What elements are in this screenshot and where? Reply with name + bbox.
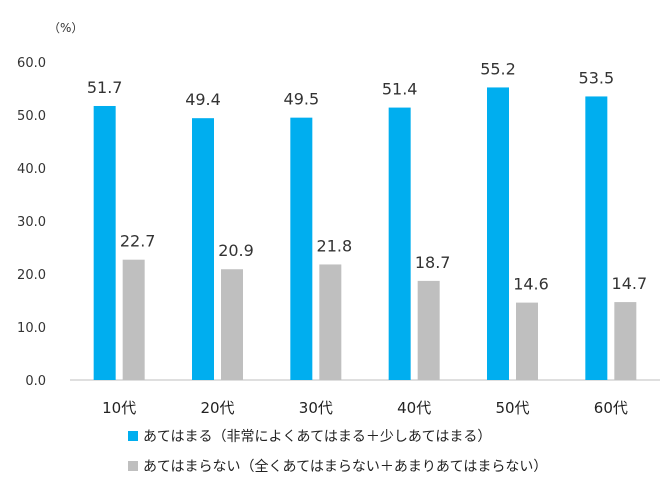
x-tick-label: 60代 bbox=[594, 399, 628, 417]
y-tick-label: 0.0 bbox=[25, 374, 46, 389]
bar-agree bbox=[93, 105, 116, 381]
data-label-disagree: 14.7 bbox=[612, 274, 648, 293]
bar-group: 51.7 22.7 49.4 20.9 49.5 21.8 51.4 18.7 55.2 14.6… bbox=[87, 59, 648, 381]
y-tick-label: 40.0 bbox=[17, 162, 46, 177]
data-label-disagree: 20.9 bbox=[218, 241, 254, 260]
data-label-agree: 49.5 bbox=[284, 90, 320, 109]
data-label-agree: 53.5 bbox=[579, 68, 615, 87]
bar-agree bbox=[487, 87, 509, 380]
x-axis: 10代 20代 30代 40代 50代 60代 bbox=[102, 399, 628, 417]
legend-item-disagree: あてはまらない（全くあてはまらない＋あまりあてはまらない） bbox=[128, 456, 547, 476]
legend-label-agree: あてはまる（非常によくあてはまる＋少しあてはまる） bbox=[143, 429, 492, 445]
bar-disagree bbox=[516, 302, 538, 380]
x-tick-label: 20代 bbox=[200, 399, 234, 417]
bar-agree bbox=[192, 118, 214, 381]
data-label-agree: 51.7 bbox=[87, 78, 123, 97]
x-tick-label: 10代 bbox=[102, 399, 136, 417]
data-label-agree: 51.4 bbox=[382, 80, 418, 99]
y-tick-label: 20.0 bbox=[17, 268, 46, 283]
bar-disagree bbox=[319, 264, 342, 380]
y-axis: 0.0 10.0 20.0 30.0 40.0 50.0 60.0 bbox=[17, 56, 46, 389]
data-label-disagree: 21.8 bbox=[317, 236, 353, 255]
bar-agree bbox=[290, 117, 313, 381]
bar-disagree bbox=[221, 269, 243, 380]
data-label-disagree: 18.7 bbox=[415, 253, 451, 272]
data-label-disagree: 22.7 bbox=[120, 232, 156, 251]
x-tick-label: 30代 bbox=[299, 399, 333, 417]
bar-agree bbox=[585, 96, 608, 380]
legend-label-disagree: あてはまらない（全くあてはまらない＋あまりあてはまらない） bbox=[143, 459, 548, 475]
legend-swatch-disagree bbox=[128, 461, 138, 471]
bar-disagree bbox=[614, 302, 637, 380]
y-tick-label: 60.0 bbox=[17, 56, 46, 71]
data-label-agree: 49.4 bbox=[185, 90, 221, 109]
legend-swatch-agree bbox=[128, 431, 138, 441]
y-tick-label: 10.0 bbox=[17, 321, 46, 336]
bar-disagree bbox=[417, 280, 440, 380]
x-tick-label: 50代 bbox=[495, 399, 529, 417]
bar-disagree bbox=[122, 259, 145, 380]
y-tick-label: 30.0 bbox=[17, 215, 46, 230]
data-label-agree: 55.2 bbox=[480, 59, 516, 78]
y-tick-label: 50.0 bbox=[17, 109, 46, 124]
y-axis-unit: （%） bbox=[48, 21, 83, 35]
legend-item-agree: あてはまる（非常によくあてはまる＋少しあてはまる） bbox=[128, 426, 491, 446]
data-label-disagree: 14.6 bbox=[513, 275, 549, 294]
bar-agree bbox=[388, 107, 411, 380]
x-tick-label: 40代 bbox=[397, 399, 431, 417]
